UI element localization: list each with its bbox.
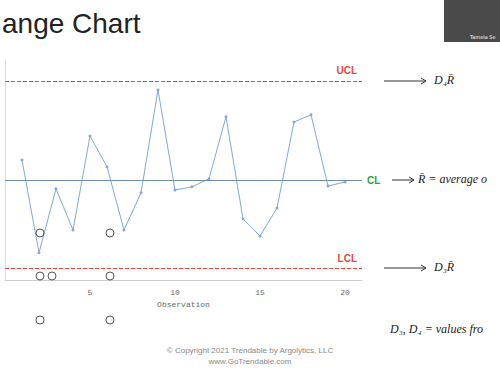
html-text:© Copyright 2021 Trendable by: © Copyright 2021 Trendable by Argolytics… (166, 346, 334, 355)
html-text:D₄R̄: D₄R̄ (434, 73, 455, 87)
svg-text:10: 10 (170, 288, 180, 297)
html-text:D₃, D₄ = values fro: D₃, D₄ = values fro (390, 322, 483, 336)
svg-text:15: 15 (255, 288, 265, 297)
html-text:D₃R̄: D₃R̄ (434, 260, 455, 274)
html-text:ange Chart: ange Chart (2, 8, 141, 39)
svg-text:5: 5 (88, 288, 93, 297)
svg-text:LCL: LCL (338, 253, 357, 264)
svg-text:20: 20 (340, 288, 350, 297)
svg-text:CL: CL (367, 175, 380, 186)
html-text:R̄ = average o: R̄ = average o (418, 172, 488, 186)
svg-text:Observation: Observation (157, 300, 210, 309)
html-text:Tamela Se: Tamela Se (470, 34, 496, 40)
html-text:www.GoTrendable.com: www.GoTrendable.com (208, 357, 292, 366)
svg-text:UCL: UCL (336, 65, 357, 76)
